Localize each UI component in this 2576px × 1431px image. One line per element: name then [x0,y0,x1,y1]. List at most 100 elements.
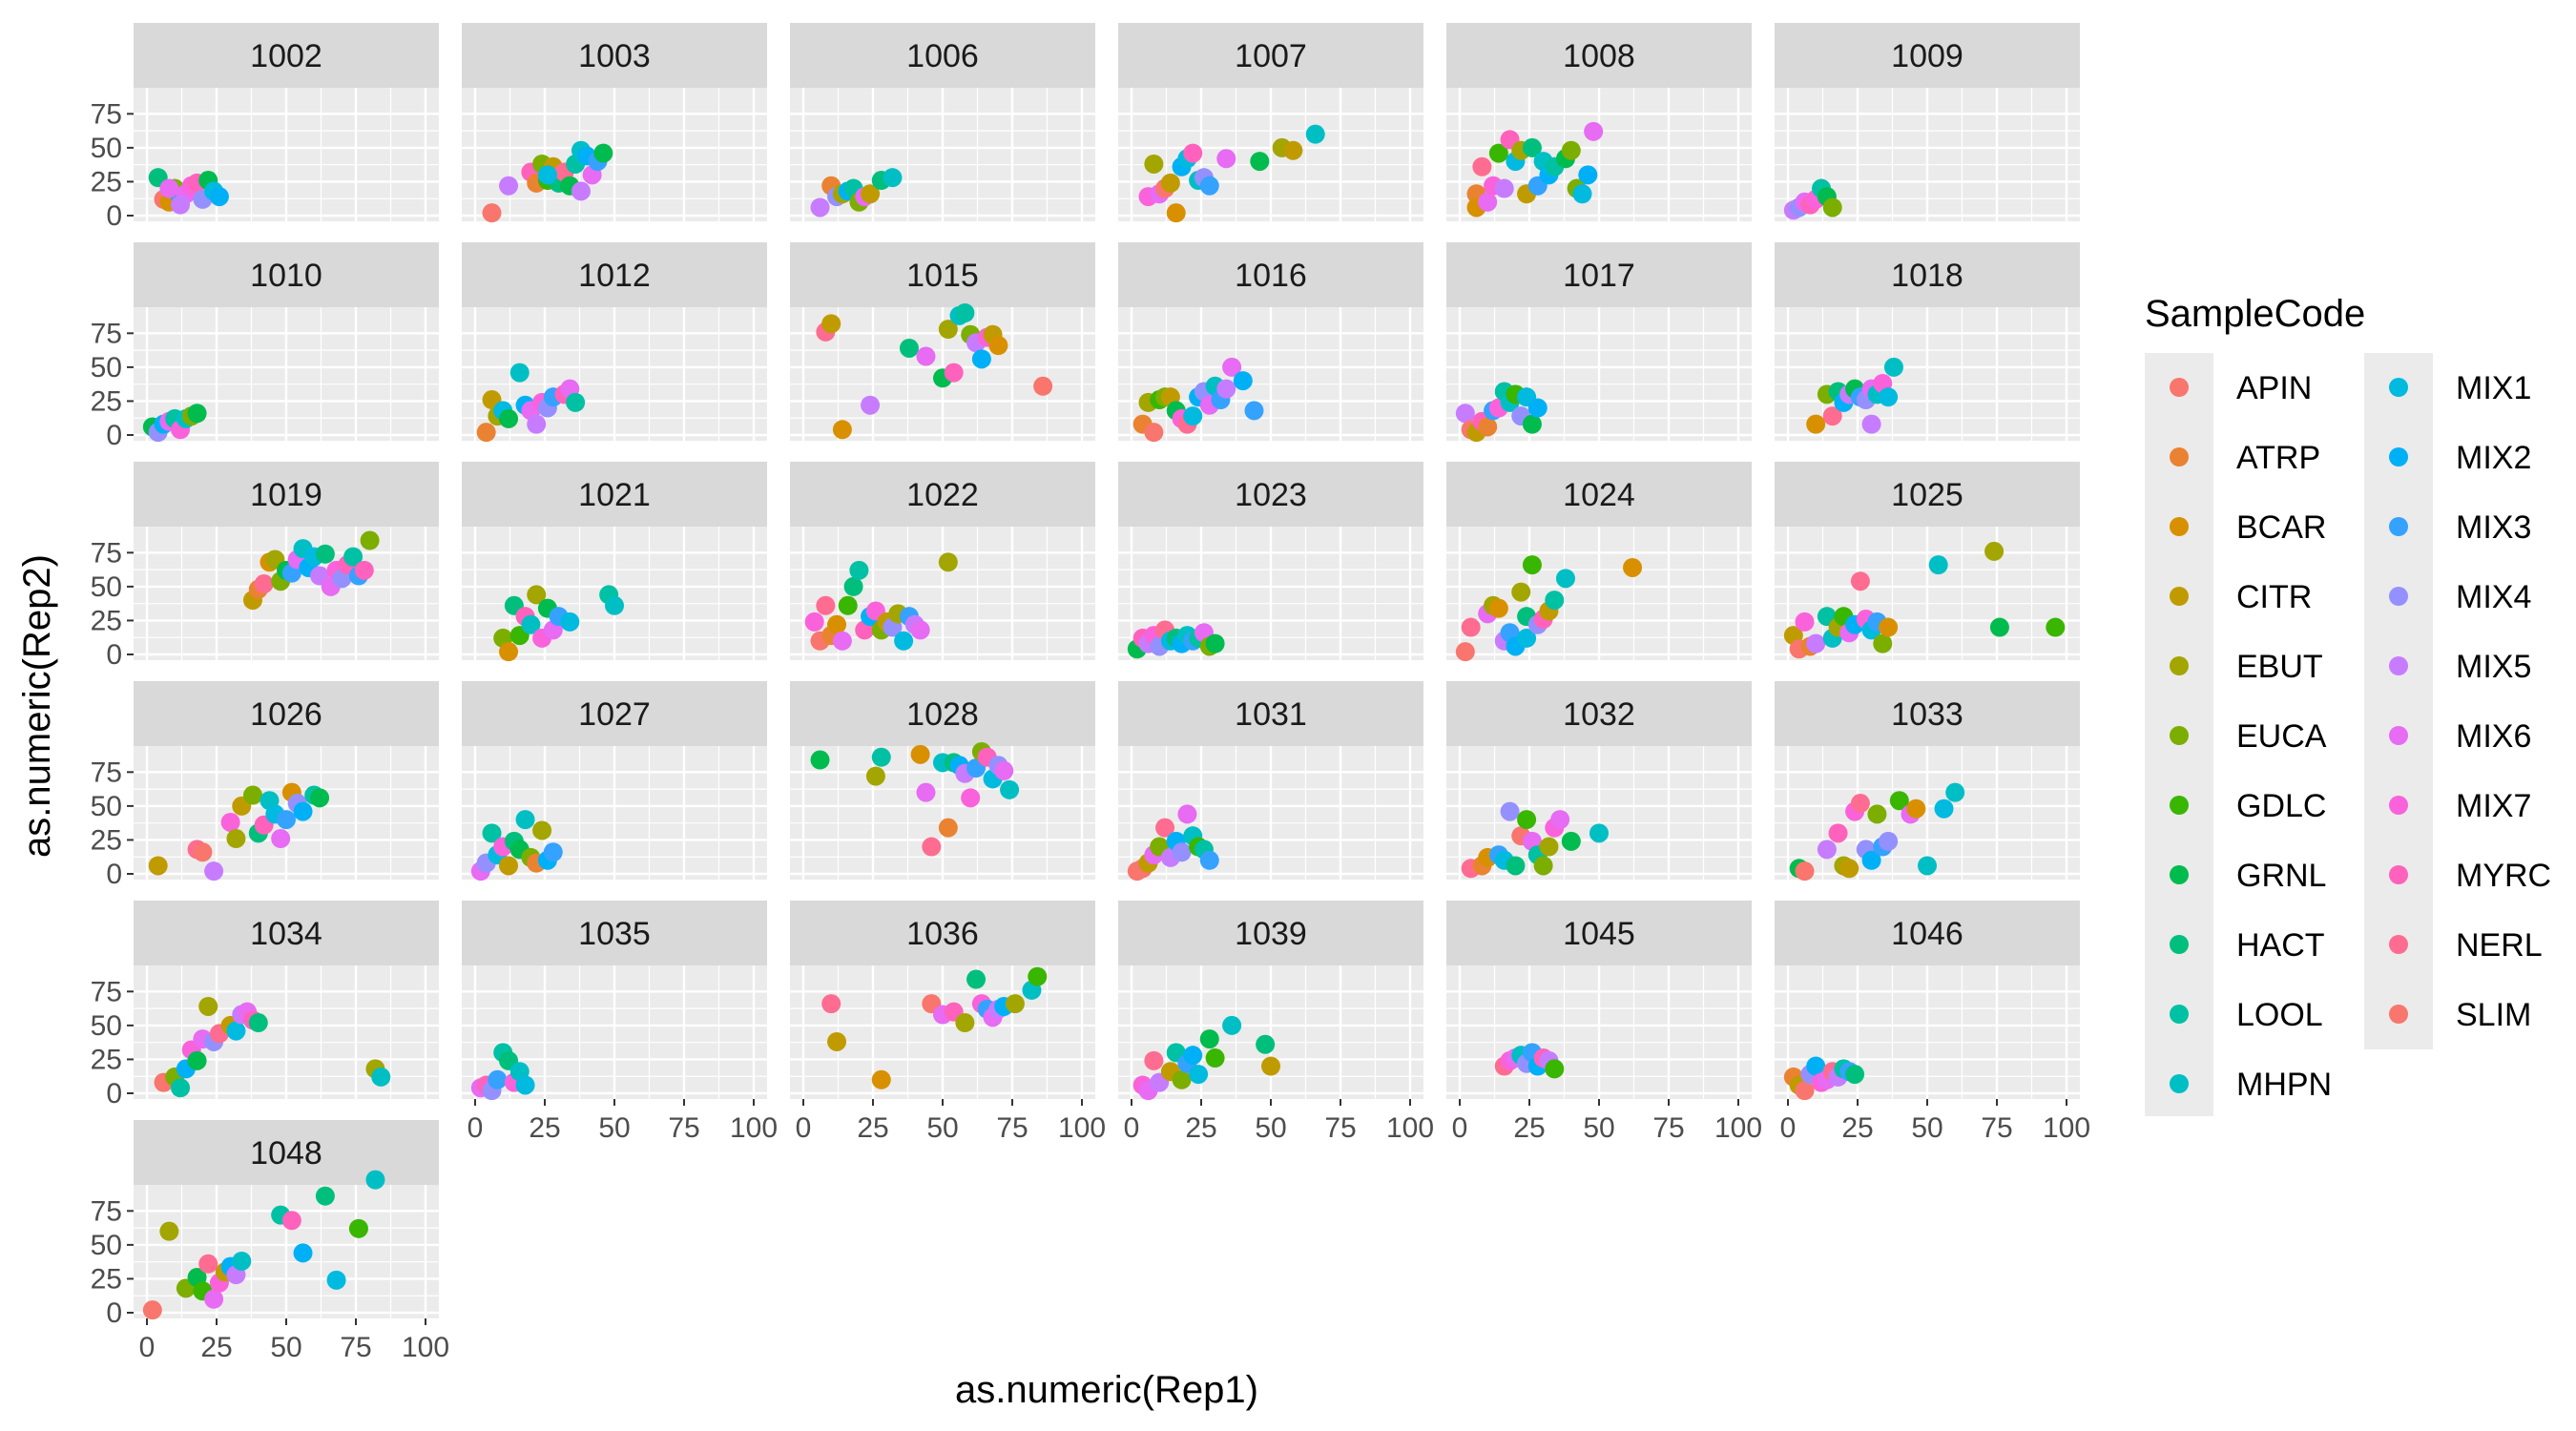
facet-strip [1446,242,1752,307]
facet-strip-label: 1026 [250,696,322,733]
y-tick-label: 75 [91,757,122,788]
data-point [1261,1056,1280,1076]
facet-strip-label: 1006 [906,38,979,74]
data-point [209,187,229,207]
data-point [527,585,547,605]
data-point [1000,779,1020,799]
legend-key-background-2 [2364,353,2433,1049]
data-point [499,642,519,662]
data-point [1845,1065,1865,1085]
facet-strip-label: 1045 [1563,916,1635,952]
data-point [810,750,830,770]
facet-strip-label: 1036 [906,916,979,952]
legend-item-citr: CITR [2170,579,2312,615]
data-point [171,195,191,215]
legend-label: ATRP [2236,440,2320,476]
data-point [1795,1081,1815,1101]
data-point [242,785,262,805]
y-tick-label: 75 [91,98,122,130]
facet-panel-1008: 1008 [1446,23,1752,221]
data-point [1500,801,1520,821]
data-point [1545,591,1565,611]
legend-label: HACT [2236,927,2325,964]
facet-strip [1775,462,2080,527]
legend: SampleCode APIN ATRP BCAR CITR EBUT EUCA GDLC G… [2145,293,2551,1116]
data-point [277,810,296,830]
facet-panel-1018: 1018 [1775,242,2080,441]
legend-key [2389,726,2408,745]
data-point [1033,376,1053,396]
legend-label: MIX1 [2456,370,2531,406]
facet-strip-label: 1007 [1235,38,1307,74]
legend-key [2170,517,2189,536]
data-point [821,994,841,1014]
facet-strip [134,681,439,746]
data-point [883,168,903,188]
data-point [171,1078,191,1098]
data-point [499,856,519,876]
x-tick-label: 0 [1452,1112,1468,1144]
data-point [220,812,240,832]
data-point [1506,856,1526,876]
data-point [142,1300,162,1320]
data-point [1244,401,1264,421]
legend-key [2170,796,2189,815]
data-point [1216,149,1236,169]
data-point [1839,859,1859,879]
data-point [1817,840,1837,860]
facet-panel-1003: 1003 [462,23,767,223]
data-point [1488,143,1508,163]
data-point [916,782,936,802]
data-point [1989,617,2009,637]
data-point [804,612,824,632]
y-tick-label: 0 [106,639,122,671]
x-tick-label: 0 [1780,1112,1797,1144]
data-point [910,620,930,640]
x-tick-label: 25 [1513,1112,1545,1144]
data-point [1550,810,1570,830]
facet-panel-1017: 1017 [1446,242,1752,443]
facet-panel-1009: 1009 [1775,23,2080,221]
data-point [1183,1046,1203,1066]
facet-strip-label: 1031 [1235,696,1307,733]
data-point [1222,1015,1242,1035]
data-point [899,338,919,358]
data-point [1144,1050,1164,1070]
facet-panel-1045: 1045 0 25 50 75 100 [1446,901,1762,1144]
legend-item-grnl: GRNL [2170,858,2326,894]
data-point [916,346,936,366]
data-point [832,631,852,651]
y-tick-label: 75 [91,976,122,1007]
data-point [1166,203,1186,223]
legend-key [2389,865,2408,884]
data-point [1522,414,1542,434]
data-point [1183,143,1203,163]
legend-item-mix2: MIX2 [2389,440,2531,476]
legend-title: SampleCode [2145,293,2365,335]
facet-strip-label: 1010 [250,258,322,294]
data-point [1879,617,1899,637]
data-point [310,788,330,808]
data-point [1879,831,1899,851]
facet-strip [1446,901,1752,965]
data-point [1522,137,1542,157]
legend-label: SLIM [2456,997,2531,1033]
y-tick-label: 0 [106,200,122,232]
data-point [944,363,964,383]
data-point [922,837,942,857]
legend-label: MHPN [2236,1067,2332,1103]
data-point [560,612,580,632]
data-point [1511,582,1531,602]
data-point [499,176,519,196]
data-point [961,788,981,808]
data-point [271,829,291,849]
data-point [1572,184,1592,204]
facet-strip [790,242,1095,307]
legend-item-gdlc: GDLC [2170,788,2326,824]
legend-item-slim: SLIM [2389,997,2531,1033]
data-point [1461,617,1481,637]
data-point [832,420,852,440]
facet-strip [462,681,767,746]
legend-item-myrc: MYRC [2389,858,2551,894]
